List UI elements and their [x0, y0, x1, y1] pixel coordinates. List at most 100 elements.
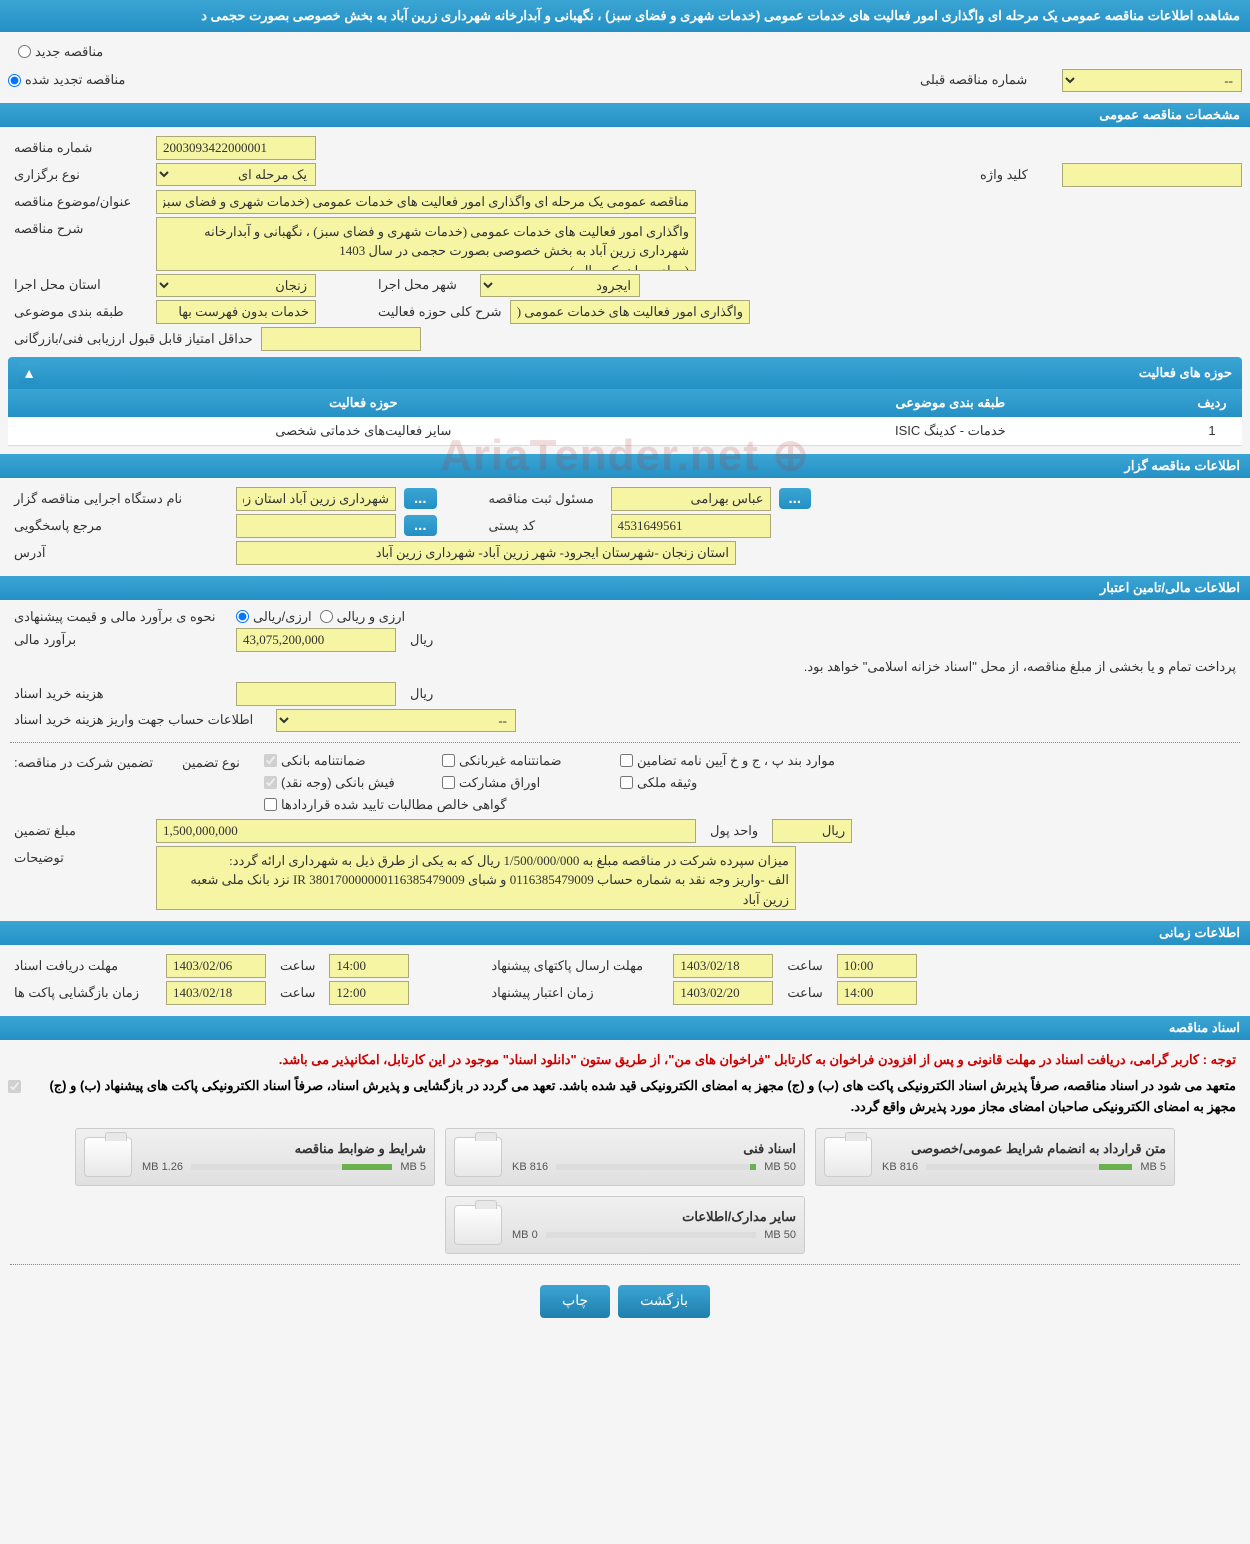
doc-fee-unit: ریال — [404, 686, 439, 702]
notice-black: متعهد می شود در اسناد مناقصه، صرفاً پذیر… — [25, 1074, 1242, 1120]
file-title: شرایط و ضوابط مناقصه — [142, 1141, 426, 1157]
city-select[interactable]: ایجرود — [480, 274, 640, 297]
org-lookup-button[interactable]: ... — [404, 488, 437, 509]
address-label: آدرس — [8, 545, 228, 561]
file-total: 5 MB — [400, 1161, 426, 1173]
file-used: 0 MB — [512, 1229, 538, 1241]
tender-number-label: شماره مناقصه — [8, 140, 148, 156]
time-label-1: ساعت — [274, 958, 321, 974]
estimate-label: برآورد مالی — [8, 632, 228, 648]
estimate-method-label: نحوه ی برآورد مالی و قیمت پیشنهادی — [8, 609, 228, 625]
doc-deadline-date[interactable] — [166, 954, 266, 978]
activity-scope-input — [510, 300, 750, 324]
title-label: عنوان/موضوع مناقصه — [8, 194, 148, 210]
radio-new-input[interactable] — [18, 45, 31, 58]
validity-time[interactable] — [837, 981, 917, 1005]
radio-new-label: مناقصه جدید — [35, 44, 103, 60]
province-select[interactable]: زنجان — [156, 274, 316, 297]
radio-currency-input[interactable] — [320, 610, 333, 623]
doc-deadline-label: مهلت دریافت اسناد — [8, 958, 158, 974]
file-card[interactable]: شرایط و ضوابط مناقصه 1.26 MB 5 MB — [75, 1128, 435, 1186]
prev-number-select[interactable]: -- — [1062, 69, 1242, 92]
file-progress-bar — [546, 1232, 757, 1238]
responder-input[interactable] — [236, 514, 396, 538]
file-title: سایر مدارک/اطلاعات — [512, 1209, 796, 1225]
radio-renewed-input[interactable] — [8, 74, 21, 87]
doc-deadline-time[interactable] — [329, 954, 409, 978]
doc-fee-input[interactable] — [236, 682, 396, 706]
section-general: مشخصات مناقصه عمومی — [0, 103, 1250, 127]
payment-note: پرداخت تمام و یا بخشی از مبلغ مناقصه، از… — [8, 655, 1242, 679]
activities-panel-header: حوزه های فعالیت ▲ — [8, 357, 1242, 389]
cb-participation[interactable]: اوراق مشارکت — [442, 775, 592, 791]
cb-property[interactable]: وثیقه ملکی — [620, 775, 840, 791]
estimate-input[interactable] — [236, 628, 396, 652]
keyword-input[interactable] — [1062, 163, 1242, 187]
file-progress-bar — [556, 1164, 756, 1170]
radio-currency[interactable]: ارزی و ریالی — [320, 609, 406, 625]
responder-lookup-button[interactable]: ... — [404, 515, 437, 536]
province-label: استان محل اجرا — [8, 277, 148, 293]
responder-label: مرجع پاسخگویی — [8, 518, 228, 534]
file-card[interactable]: سایر مدارک/اطلاعات0 MB50 MB — [445, 1196, 805, 1254]
envelope-deadline-date[interactable] — [673, 954, 773, 978]
title-input[interactable] — [156, 190, 696, 214]
folder-icon — [454, 1205, 502, 1245]
file-used: 816 KB — [882, 1161, 918, 1173]
cb-net-claims[interactable]: گواهی خالص مطالبات تایید شده قراردادها — [264, 797, 544, 813]
file-used: 1.26 MB — [142, 1161, 183, 1173]
description-textarea[interactable] — [156, 217, 696, 271]
org-label: نام دستگاه اجرایی مناقصه گزار — [8, 491, 228, 507]
print-button[interactable]: چاپ — [540, 1285, 610, 1318]
guarantee-type-label: نوع تضمین — [176, 753, 256, 771]
cb-bank-receipt[interactable]: فیش بانکی (وجه نقد) — [264, 775, 414, 791]
estimate-unit: ریال — [404, 632, 439, 648]
section-financial: اطلاعات مالی/تامین اعتبار — [0, 576, 1250, 600]
table-row: 1 خدمات - کدینگ ISIC سایر فعالیت‌های خدم… — [8, 417, 1242, 446]
activities-collapse-button[interactable]: ▲ — [18, 362, 40, 384]
radio-new-tender[interactable]: مناقصه جدید — [18, 44, 103, 60]
commitment-checkbox — [8, 1080, 21, 1093]
guarantee-amount-input[interactable] — [156, 819, 696, 843]
file-progress-bar — [191, 1164, 392, 1170]
divider — [10, 742, 1240, 743]
registrar-lookup-button[interactable]: ... — [779, 488, 812, 509]
currency-unit-input — [772, 819, 852, 843]
page-title: مشاهده اطلاعات مناقصه عمومی یک مرحله ای … — [0, 0, 1250, 32]
radio-rial-label: ارزی/ریالی — [253, 609, 312, 625]
cb-bond-items[interactable]: موارد بند پ ، ج و خ آیین نامه تضامین — [620, 753, 840, 769]
envelope-deadline-time[interactable] — [837, 954, 917, 978]
account-info-select[interactable]: -- — [276, 709, 516, 732]
doc-fee-label: هزینه خرید اسناد — [8, 686, 228, 702]
cb-nonbank-guarantee[interactable]: ضمانتنامه غیربانکی — [442, 753, 592, 769]
cb-bank-guarantee[interactable]: ضمانتنامه بانکی — [264, 753, 414, 769]
validity-date[interactable] — [673, 981, 773, 1005]
radio-renewed-tender[interactable]: مناقصه تجدید شده — [8, 72, 125, 88]
file-card[interactable]: متن قرارداد به انضمام شرایط عمومی/خصوصی8… — [815, 1128, 1175, 1186]
time-label-2: ساعت — [781, 958, 828, 974]
postal-input — [611, 514, 771, 538]
file-card[interactable]: اسناد فنی816 KB50 MB — [445, 1128, 805, 1186]
activity-scope-label: شرح کلی حوزه فعالیت — [372, 304, 502, 320]
radio-rial[interactable]: ارزی/ریالی — [236, 609, 312, 625]
envelope-deadline-label: مهلت ارسال پاکتهای پیشنهاد — [485, 958, 665, 974]
radio-renewed-label: مناقصه تجدید شده — [25, 72, 125, 88]
registrar-label: مسئول ثبت مناقصه — [483, 491, 603, 507]
back-button[interactable]: بازگشت — [618, 1285, 710, 1318]
holding-type-label: نوع برگزاری — [8, 167, 148, 183]
file-grid: شرایط و ضوابط مناقصه 1.26 MB 5 MB اسناد فنی… — [8, 1128, 1242, 1254]
col-class: طبقه بندی موضوعی — [719, 389, 1182, 417]
address-input — [236, 541, 736, 565]
description-label: شرح مناقصه — [8, 217, 148, 237]
explanation-textarea[interactable] — [156, 846, 796, 910]
validity-label: زمان اعتبار پیشنهاد — [485, 985, 665, 1001]
holding-type-select[interactable]: یک مرحله ای — [156, 163, 316, 186]
opening-date[interactable] — [166, 981, 266, 1005]
divider-bottom — [10, 1264, 1240, 1265]
org-input — [236, 487, 396, 511]
radio-rial-input[interactable] — [236, 610, 249, 623]
tender-number-input — [156, 136, 316, 160]
min-score-input[interactable] — [261, 327, 421, 351]
opening-time[interactable] — [329, 981, 409, 1005]
cell-scope: سایر فعالیت‌های خدماتی شخصی — [8, 417, 719, 446]
